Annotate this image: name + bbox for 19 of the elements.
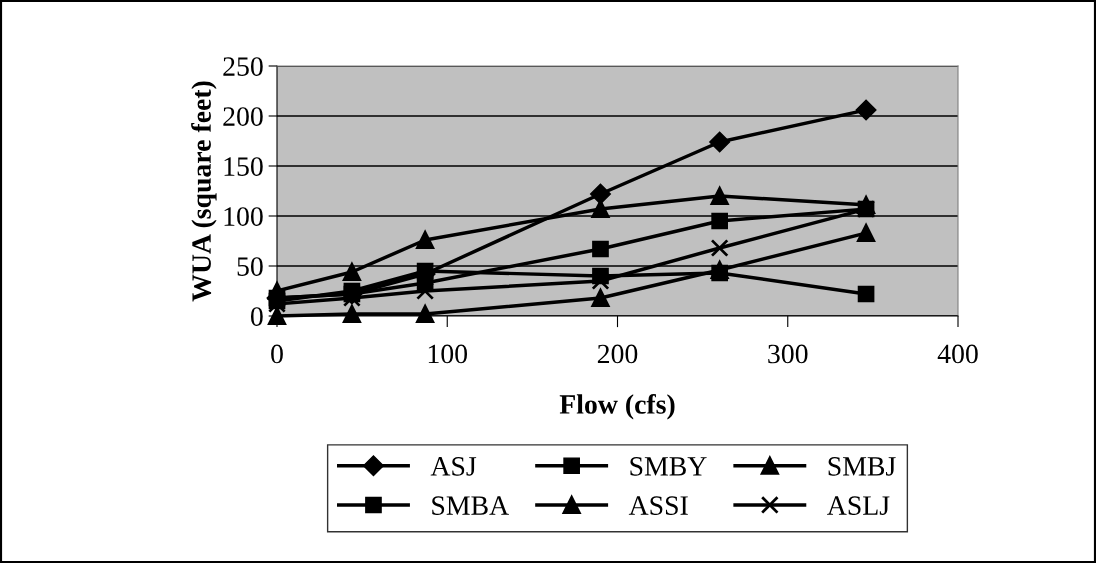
x-tick-label: 0 <box>271 344 283 364</box>
legend-label: ASSI <box>628 496 688 515</box>
y-tick-label: 50 <box>237 257 263 276</box>
legend-label: SMBY <box>630 457 707 476</box>
legend-label: ASJ <box>430 457 477 476</box>
x-tick-label: 300 <box>768 344 808 364</box>
x-tick-label: 400 <box>937 344 978 364</box>
legend-label: ASLJ <box>827 496 890 515</box>
legend-label: SMBJ <box>828 457 896 476</box>
x-tick-label: 100 <box>428 344 468 364</box>
y-tick-label: 0 <box>250 307 263 326</box>
y-tick-label: 100 <box>224 207 263 226</box>
y-tick-label: 150 <box>224 157 263 176</box>
y-axis-title: WUA (square feet) <box>191 81 217 302</box>
x-axis-title: Flow (cfs) <box>559 393 675 420</box>
y-tick-label: 200 <box>223 107 263 126</box>
x-tick-label: 200 <box>597 344 638 364</box>
legend-label: SMBA <box>432 496 509 515</box>
y-tick-label: 250 <box>223 57 263 76</box>
